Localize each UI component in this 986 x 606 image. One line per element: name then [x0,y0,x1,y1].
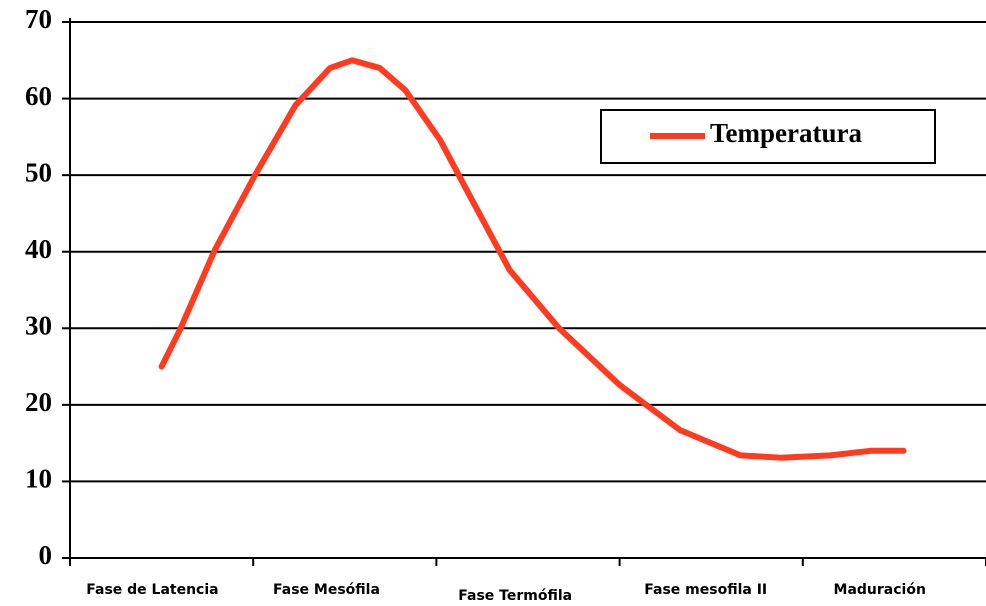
y-tick-label: 60 [25,81,52,111]
x-tick-label: Fase de Latencia [86,582,218,598]
x-tick-label: Fase mesofila II [644,582,767,598]
y-tick-label: 50 [25,157,52,187]
line-series [158,57,907,461]
x-tick-label: Fase Mesófila [273,582,380,598]
y-tick-label: 30 [25,310,52,340]
x-tick-label: Maduración [834,582,926,598]
y-tick-label: 0 [39,540,53,570]
y-tick-label: 40 [25,234,52,264]
y-tick-label: 20 [25,387,52,417]
legend-label: Temperatura [710,118,862,148]
y-tick-label: 70 [25,4,52,34]
x-tick-label: Fase Termófila [458,588,572,604]
y-tick-label: 10 [25,464,52,494]
